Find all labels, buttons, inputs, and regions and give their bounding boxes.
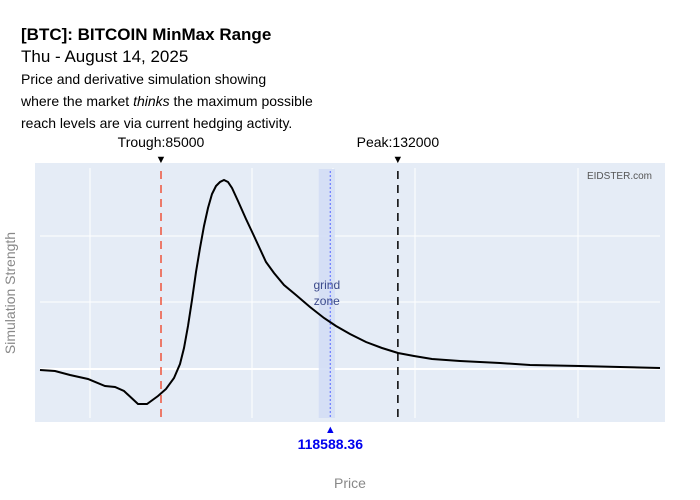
description-emphasis: thinks bbox=[133, 93, 170, 109]
current-price-label: 118588.36 bbox=[298, 436, 364, 452]
peak-label: Peak:132000 bbox=[357, 134, 440, 150]
series-line bbox=[39, 178, 661, 405]
markers bbox=[160, 171, 399, 418]
chart-subtitle: Thu - August 14, 2025 bbox=[21, 47, 189, 66]
trough-label: Trough:85000 bbox=[118, 134, 205, 150]
grind-zone-label-line-1: grind bbox=[313, 278, 340, 292]
grind-zone-label-line-2: zone bbox=[314, 294, 340, 308]
plot-area bbox=[35, 163, 665, 422]
current-price-arrow-icon: ▲ bbox=[325, 424, 336, 436]
description-line-1: Price and derivative simulation showing bbox=[21, 71, 267, 87]
trough-arrow-icon: ▼ bbox=[156, 154, 167, 166]
chart-title: [BTC]: BITCOIN MinMax Range bbox=[21, 25, 272, 44]
description-line-3: reach levels are via current hedging act… bbox=[21, 115, 293, 131]
watermark: EIDSTER.com bbox=[587, 171, 652, 182]
x-axis-title: Price bbox=[334, 475, 366, 491]
peak-arrow-icon: ▼ bbox=[392, 154, 403, 166]
description-line-2: where the market thinks the maximum poss… bbox=[21, 93, 313, 109]
description-line-2-start: where the market bbox=[21, 93, 134, 109]
description-line-2-end: the maximum possible bbox=[169, 93, 313, 109]
y-axis-title: Simulation Strength bbox=[2, 232, 18, 354]
